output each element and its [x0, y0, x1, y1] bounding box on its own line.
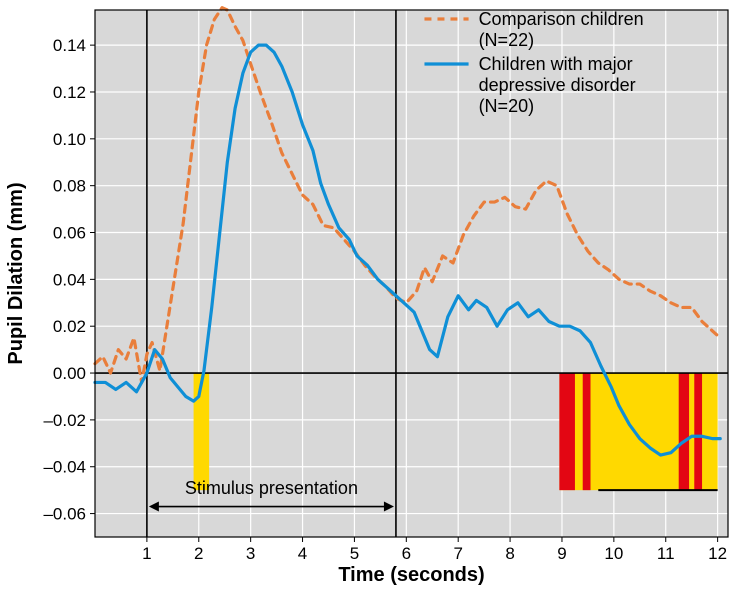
chart-svg: 123456789101112–0.06–0.04–0.020.000.020.… [0, 0, 750, 593]
svg-text:0.04: 0.04 [53, 270, 86, 289]
pupil-dilation-chart: 123456789101112–0.06–0.04–0.020.000.020.… [0, 0, 750, 593]
svg-text:(N=20): (N=20) [479, 96, 535, 116]
svg-text:8: 8 [505, 544, 514, 563]
svg-text:–0.06: –0.06 [43, 505, 86, 524]
legend-label-comparison: Comparison children [479, 9, 644, 29]
svg-text:12: 12 [708, 544, 727, 563]
svg-text:10: 10 [604, 544, 623, 563]
svg-text:2: 2 [194, 544, 203, 563]
svg-text:–0.04: –0.04 [43, 458, 86, 477]
svg-text:(N=22): (N=22) [479, 30, 535, 50]
svg-text:11: 11 [657, 544, 675, 563]
svg-text:0.08: 0.08 [53, 177, 86, 196]
svg-text:0.02: 0.02 [53, 317, 86, 336]
svg-text:6: 6 [402, 544, 411, 563]
svg-text:9: 9 [557, 544, 566, 563]
svg-text:0.14: 0.14 [53, 36, 86, 55]
stimulus-label: Stimulus presentation [185, 478, 358, 498]
svg-text:5: 5 [350, 544, 359, 563]
y-ticks: –0.06 –0.04 –0.02 0.00 0.02 0.04 0.06 0.08 0.10 0… [43, 36, 95, 523]
legend-label-mdd: Children with major [479, 54, 633, 74]
svg-text:7: 7 [453, 544, 462, 563]
svg-text:0.00: 0.00 [53, 364, 86, 383]
svg-text:0.06: 0.06 [53, 224, 86, 243]
y-axis-title: Pupil Dilation (mm) [5, 182, 27, 364]
x-axis-title: Time (seconds) [338, 564, 484, 586]
svg-text:0.12: 0.12 [53, 83, 86, 102]
svg-text:3: 3 [246, 544, 255, 563]
svg-text:–0.02: –0.02 [43, 411, 86, 430]
svg-text:0.10: 0.10 [53, 130, 86, 149]
svg-text:4: 4 [298, 544, 307, 563]
x-ticks: 123456789101112 [142, 537, 727, 563]
svg-text:depressive disorder: depressive disorder [479, 75, 636, 95]
svg-text:1: 1 [142, 544, 151, 563]
